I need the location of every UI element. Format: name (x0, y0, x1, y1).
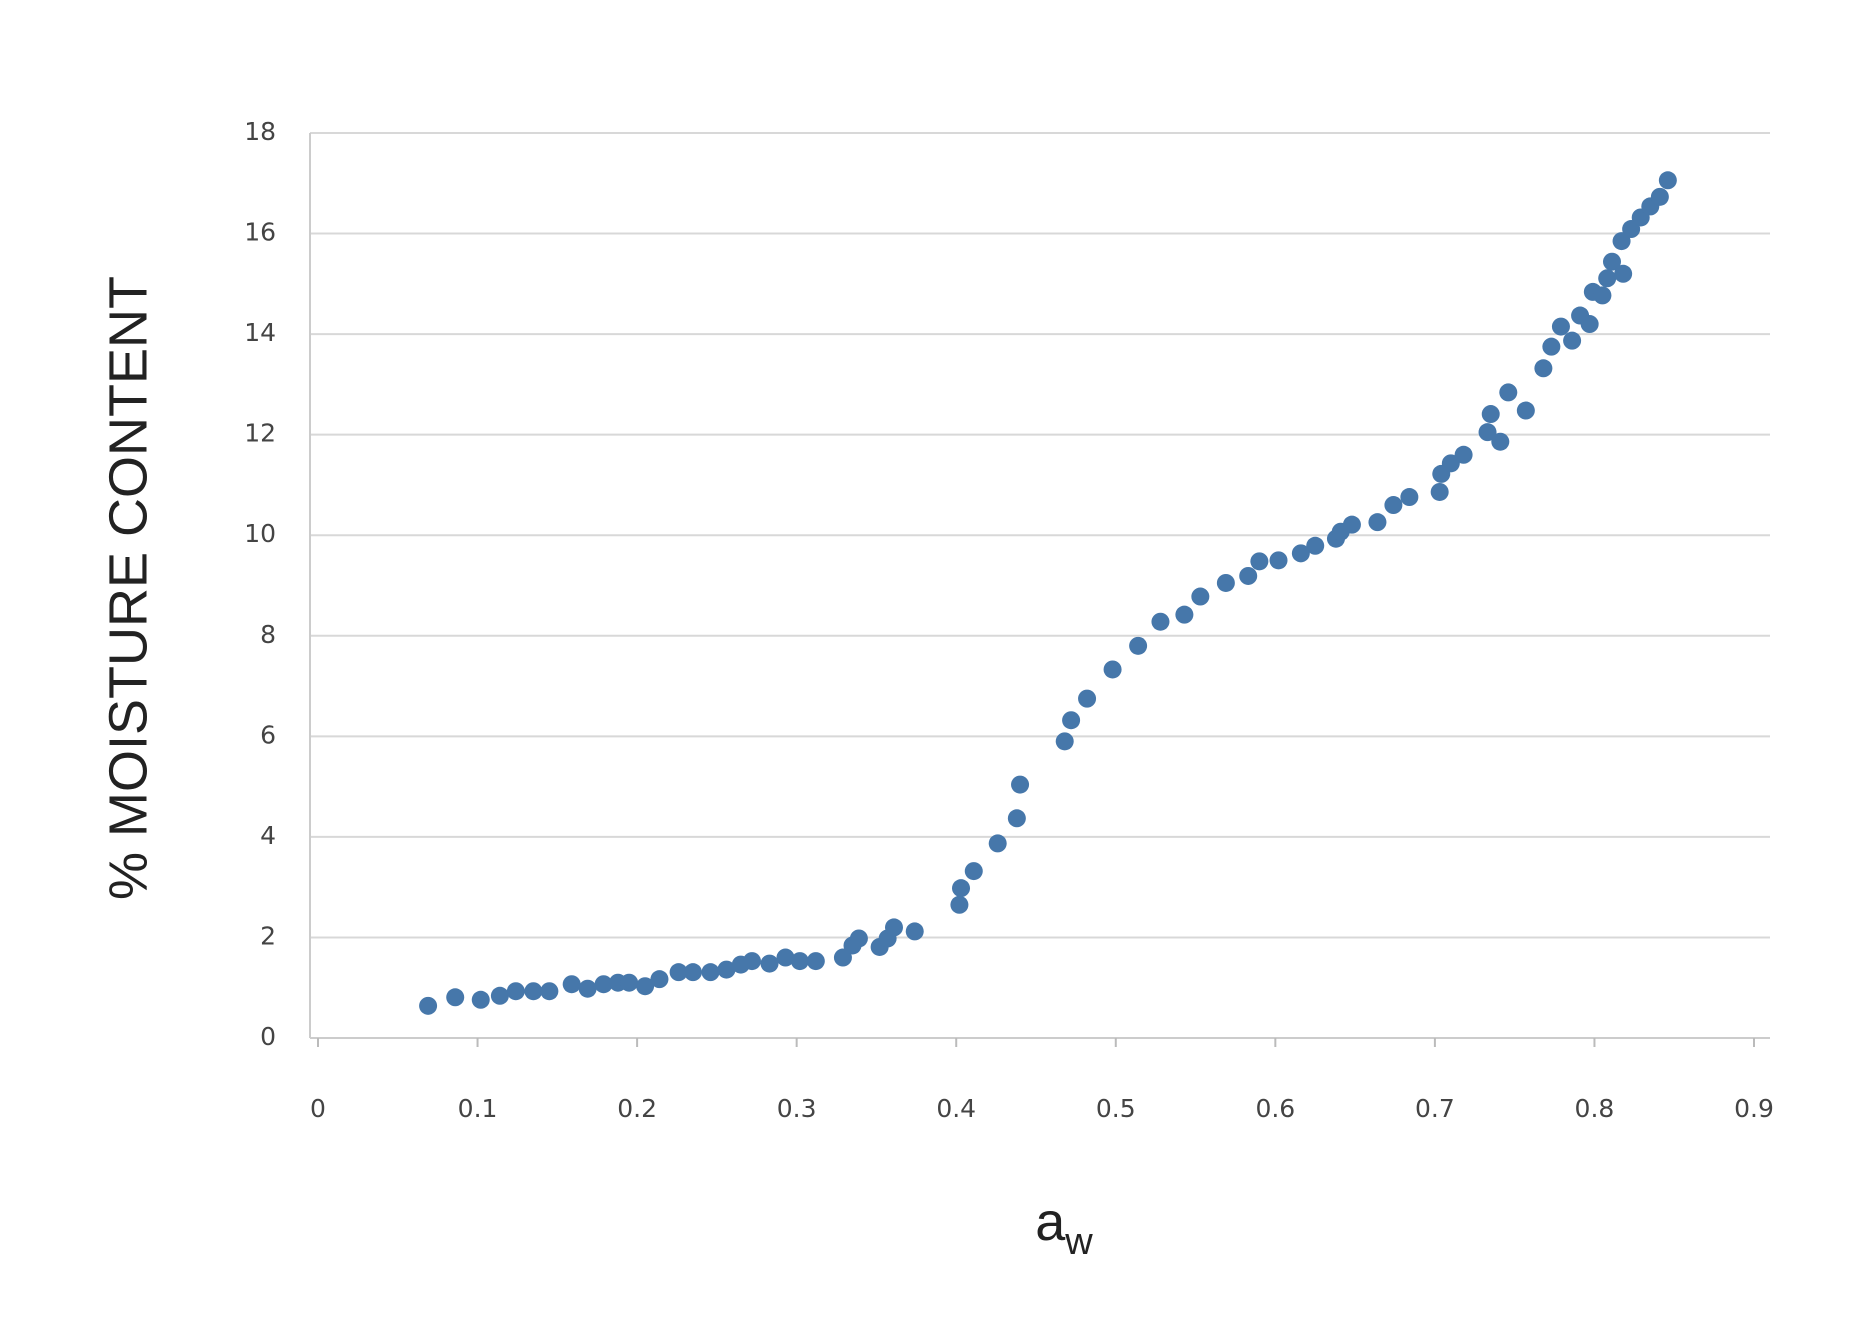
y-tick-label: 6 (260, 720, 276, 749)
data-point (446, 988, 465, 1007)
data-point (952, 879, 971, 898)
data-point (1007, 809, 1026, 828)
y-tick-label: 18 (244, 117, 276, 146)
x-tick-label: 0.6 (1255, 1094, 1295, 1123)
data-point (950, 895, 969, 914)
x-tick-label: 0.8 (1575, 1094, 1615, 1123)
data-point (1239, 566, 1258, 585)
data-point (1593, 286, 1612, 305)
data-point (760, 954, 779, 973)
data-point (524, 982, 543, 1001)
y-axis-label: % MOISTURE CONTENT (98, 276, 158, 900)
data-point (506, 982, 525, 1001)
data-point (1175, 605, 1194, 624)
x-axis-label: aw (1035, 1192, 1093, 1263)
data-point (1129, 636, 1148, 655)
data-point (1384, 496, 1403, 515)
data-point (806, 952, 825, 971)
data-point (1454, 445, 1473, 464)
data-point (1400, 488, 1419, 507)
y-tick-label: 8 (260, 620, 276, 649)
data-point (1103, 660, 1122, 679)
data-point (540, 982, 559, 1001)
data-point (1563, 331, 1582, 350)
data-point (1614, 264, 1633, 283)
data-point (636, 977, 655, 996)
data-point (884, 918, 903, 937)
data-point (717, 960, 736, 979)
data-point (1151, 612, 1170, 631)
x-tick-label: 0.1 (458, 1094, 498, 1123)
y-tick-label: 0 (260, 1022, 276, 1051)
data-point (578, 979, 597, 998)
data-point (905, 922, 924, 941)
x-axis-label-subscript: w (1064, 1221, 1093, 1263)
y-tick-label: 12 (244, 419, 276, 448)
data-point (1191, 587, 1210, 606)
data-point (1342, 515, 1361, 534)
x-tick-label: 0.2 (617, 1094, 657, 1123)
data-point (1598, 269, 1617, 288)
data-point (701, 963, 720, 982)
data-point (1441, 454, 1460, 473)
x-tick-label: 0.4 (936, 1094, 976, 1123)
data-point (1368, 513, 1387, 532)
data-point (1078, 689, 1097, 708)
data-point (1291, 544, 1310, 563)
data-point (562, 975, 581, 994)
data-point (620, 973, 639, 992)
y-tick-label: 14 (244, 318, 276, 347)
data-point (1491, 432, 1510, 451)
y-tick-label: 2 (260, 921, 276, 950)
data-point (1602, 252, 1621, 271)
x-tick-label: 0.5 (1096, 1094, 1136, 1123)
data-point (849, 929, 868, 948)
data-point (742, 952, 761, 971)
x-axis-label-base: a (1035, 1192, 1066, 1252)
data-point (1062, 711, 1081, 730)
data-point (1478, 423, 1497, 442)
data-point (1481, 405, 1500, 424)
data-point (1612, 232, 1631, 251)
x-tick-label: 0 (310, 1094, 326, 1123)
data-point (1658, 171, 1677, 190)
data-point (683, 963, 702, 982)
x-tick-label: 0.7 (1415, 1094, 1455, 1123)
data-point (790, 952, 809, 971)
data-point (1551, 317, 1570, 336)
data-point (964, 862, 983, 881)
x-tick-label: 0.3 (777, 1094, 817, 1123)
data-point (594, 975, 613, 994)
data-point (1516, 401, 1535, 420)
data-point (1250, 552, 1269, 571)
data-point (1269, 551, 1288, 570)
data-point (776, 948, 795, 967)
data-point (988, 834, 1007, 853)
data-point (419, 996, 438, 1015)
data-point (1499, 383, 1518, 402)
data-point (1534, 359, 1553, 378)
data-point (1430, 482, 1449, 501)
data-point (669, 963, 688, 982)
data-point (1650, 187, 1669, 206)
data-point (1580, 315, 1599, 334)
data-point (471, 990, 490, 1009)
data-point (490, 986, 509, 1005)
x-tick-label: 0.9 (1734, 1094, 1774, 1123)
data-point (1306, 536, 1325, 555)
data-point (833, 948, 852, 967)
data-point (1216, 573, 1235, 592)
y-tick-label: 16 (244, 218, 276, 247)
data-point (1542, 337, 1561, 356)
data-point (1011, 775, 1030, 794)
y-tick-label: 10 (244, 519, 276, 548)
data-point (1055, 732, 1074, 751)
y-tick-label: 4 (260, 821, 276, 850)
data-point (650, 970, 669, 989)
